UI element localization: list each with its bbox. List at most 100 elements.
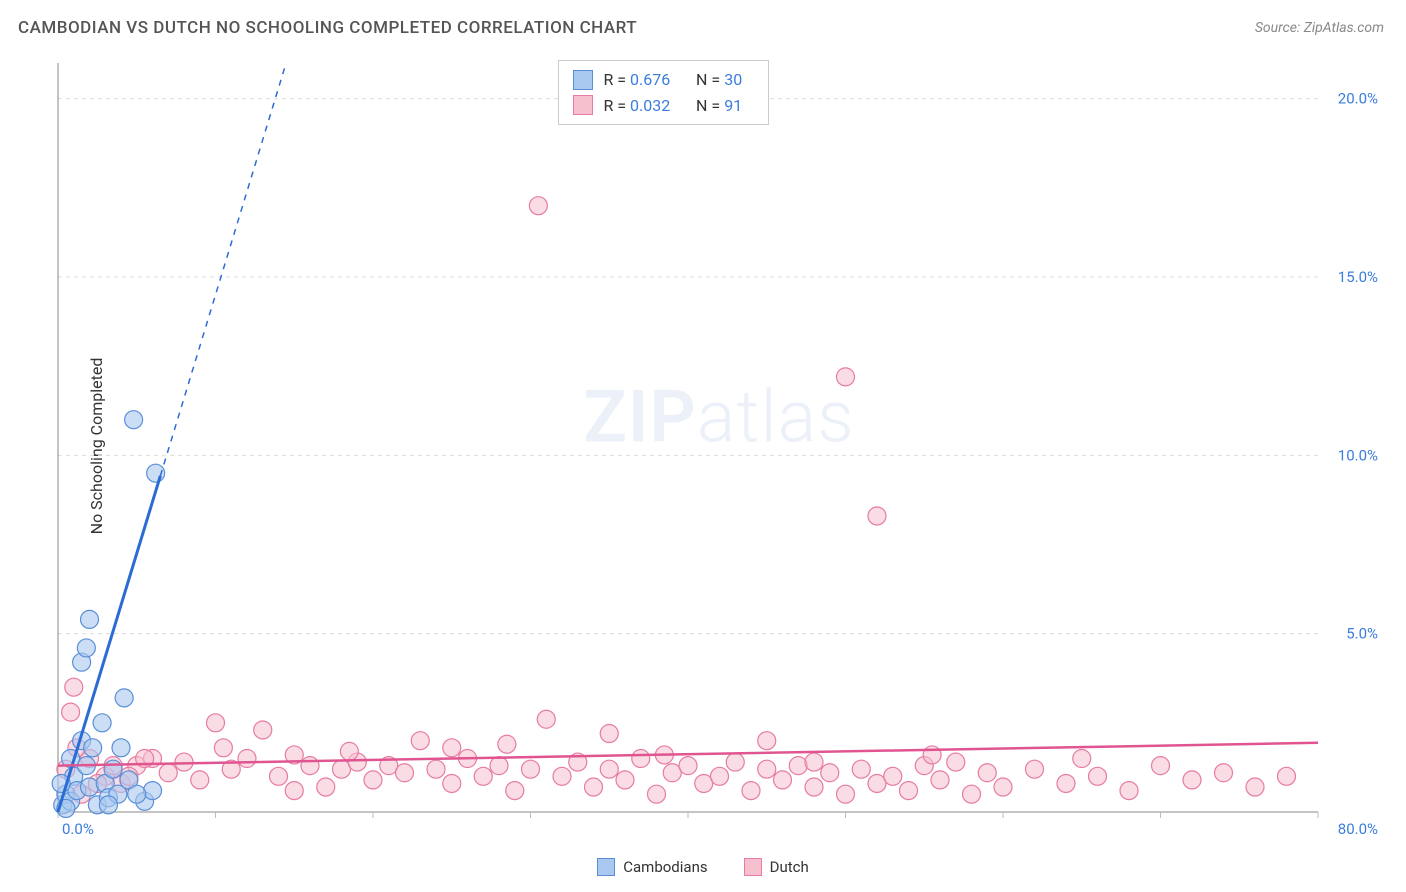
scatter-point <box>104 760 122 778</box>
scatter-point <box>411 732 429 750</box>
scatter-point <box>726 753 744 771</box>
scatter-point <box>144 782 162 800</box>
scatter-point <box>947 753 965 771</box>
scatter-point <box>498 735 516 753</box>
legend-swatch <box>597 858 615 876</box>
scatter-point <box>774 771 792 789</box>
scatter-point <box>301 757 319 775</box>
stats-r-value: 0.032 <box>630 93 686 119</box>
y-tick-label: 15.0% <box>1338 268 1378 286</box>
scatter-point <box>537 710 555 728</box>
scatter-point <box>616 771 634 789</box>
scatter-point <box>506 782 524 800</box>
scatter-point <box>648 785 666 803</box>
scatter-point <box>364 771 382 789</box>
scatter-point <box>600 725 618 743</box>
stats-n-value: 91 <box>724 93 754 119</box>
scatter-point <box>99 796 117 814</box>
scatter-point <box>789 757 807 775</box>
scatter-point <box>93 714 111 732</box>
scatter-point <box>254 721 272 739</box>
y-tick-label: 20.0% <box>1338 90 1378 108</box>
scatter-point <box>1152 757 1170 775</box>
trendline-dashed <box>160 63 286 476</box>
scatter-point <box>285 782 303 800</box>
stats-swatch <box>573 95 593 115</box>
stats-legend-box: R = 0.676 N = 30 R = 0.032 N = 91 <box>558 60 769 125</box>
y-tick-label: 5.0% <box>1346 625 1378 643</box>
scatter-point <box>159 764 177 782</box>
scatter-point <box>427 760 445 778</box>
scatter-point <box>1089 767 1107 785</box>
scatter-point <box>474 767 492 785</box>
chart-container: CAMBODIAN VS DUTCH NO SCHOOLING COMPLETE… <box>0 0 1406 892</box>
scatter-point <box>711 767 729 785</box>
stats-n-value: 30 <box>724 67 754 93</box>
stats-row: R = 0.676 N = 30 <box>573 67 754 93</box>
chart-title: CAMBODIAN VS DUTCH NO SCHOOLING COMPLETE… <box>18 18 637 38</box>
scatter-point <box>837 368 855 386</box>
scatter-point <box>81 778 99 796</box>
scatter-point <box>600 760 618 778</box>
scatter-point <box>1120 782 1138 800</box>
scatter-point <box>65 678 83 696</box>
scatter-point <box>396 764 414 782</box>
stats-r-label: R = <box>603 67 626 93</box>
scatter-point <box>214 739 232 757</box>
scatter-point <box>868 507 886 525</box>
scatter-point <box>852 760 870 778</box>
x-max-label: 80.0% <box>1338 820 1378 838</box>
stats-n-label: N = <box>696 67 720 93</box>
scatter-point <box>443 739 461 757</box>
stats-r-value: 0.676 <box>630 67 686 93</box>
y-tick-label: 10.0% <box>1338 446 1378 464</box>
plot-area: 5.0%10.0%15.0%20.0%0.0%80.0% ZIPatlas R … <box>50 55 1388 842</box>
scatter-point <box>805 778 823 796</box>
legend-label: Dutch <box>770 858 809 876</box>
scatter-point <box>191 771 209 789</box>
scatter-point <box>443 774 461 792</box>
scatter-point <box>978 764 996 782</box>
scatter-point <box>207 714 225 732</box>
scatter-point <box>1246 778 1264 796</box>
scatter-point <box>1278 767 1296 785</box>
legend-label: Cambodians <box>623 858 707 876</box>
scatter-chart-svg: 5.0%10.0%15.0%20.0%0.0%80.0% <box>50 55 1388 842</box>
scatter-point <box>758 760 776 778</box>
scatter-point <box>900 782 918 800</box>
scatter-point <box>238 750 256 768</box>
scatter-point <box>529 197 547 215</box>
scatter-point <box>632 750 650 768</box>
scatter-point <box>81 610 99 628</box>
scatter-point <box>1057 774 1075 792</box>
scatter-point <box>77 639 95 657</box>
scatter-point <box>317 778 335 796</box>
scatter-point <box>490 757 508 775</box>
scatter-point <box>1183 771 1201 789</box>
stats-swatch <box>573 70 593 90</box>
scatter-point <box>125 411 143 429</box>
scatter-point <box>1073 750 1091 768</box>
scatter-point <box>742 782 760 800</box>
source-credit: Source: ZipAtlas.com <box>1255 20 1384 36</box>
scatter-point <box>679 757 697 775</box>
scatter-point <box>837 785 855 803</box>
scatter-point <box>270 767 288 785</box>
scatter-point <box>821 764 839 782</box>
scatter-point <box>1026 760 1044 778</box>
scatter-point <box>931 771 949 789</box>
scatter-point <box>115 689 133 707</box>
stats-r-label: R = <box>603 93 626 119</box>
scatter-point <box>84 739 102 757</box>
scatter-point <box>758 732 776 750</box>
stats-n-label: N = <box>696 93 720 119</box>
scatter-point <box>112 739 130 757</box>
scatter-point <box>994 778 1012 796</box>
stats-row: R = 0.032 N = 91 <box>573 93 754 119</box>
scatter-point <box>340 742 358 760</box>
scatter-point <box>963 785 981 803</box>
scatter-point <box>884 767 902 785</box>
legend-item: Dutch <box>744 858 809 876</box>
bottom-legend: Cambodians Dutch <box>0 858 1406 880</box>
scatter-point <box>805 753 823 771</box>
